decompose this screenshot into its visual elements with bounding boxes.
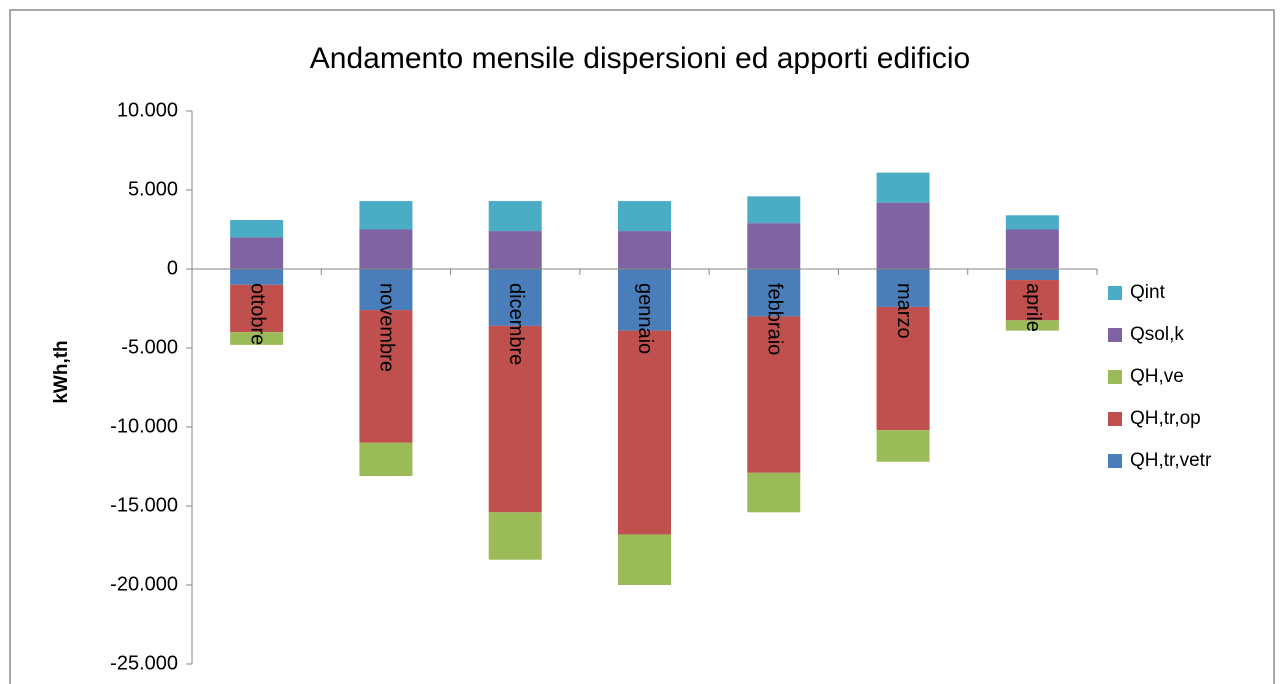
- legend-label: QH,tr,vetr: [1130, 450, 1212, 471]
- bar-segment: [1005, 320, 1059, 331]
- bar-segment: [488, 512, 542, 560]
- bar-segment: [617, 330, 672, 535]
- legend-swatch: [1108, 370, 1122, 384]
- x-tick-label: marzo: [893, 283, 915, 339]
- bar-segment: [617, 201, 672, 232]
- bar-segment: [359, 442, 413, 476]
- legend-label: QH,ve: [1130, 366, 1184, 387]
- bar-segment: [488, 231, 542, 269]
- bar-segment: [230, 237, 284, 269]
- bar-segment: [747, 269, 801, 317]
- bar-segment: [1005, 215, 1059, 230]
- y-tick-label: 0: [167, 257, 178, 279]
- bar-segment: [617, 231, 672, 269]
- legend-swatch: [1108, 412, 1122, 426]
- bar-segment: [1005, 269, 1059, 281]
- legend-swatch: [1108, 328, 1122, 342]
- bar-segment: [876, 172, 930, 203]
- bar-segment: [876, 202, 930, 269]
- bar-segment: [747, 223, 801, 269]
- legend-swatch: [1108, 454, 1122, 468]
- y-axis-title: kWh,th: [51, 340, 72, 403]
- bar-segment: [876, 306, 930, 431]
- y-tick-label: -20.000: [110, 573, 178, 595]
- bar-segment: [359, 269, 413, 311]
- y-tick-label: 5.000: [128, 178, 178, 200]
- legend-label: QH,tr,op: [1130, 408, 1201, 429]
- bar-segment: [617, 534, 672, 585]
- x-tick-label: ottobre: [246, 283, 268, 345]
- x-tick-label: febbraio: [764, 283, 786, 355]
- bar-segment: [747, 316, 801, 473]
- bar-segment: [747, 196, 801, 224]
- x-tick-label: dicembre: [505, 283, 527, 365]
- y-tick-label: -25.000: [110, 652, 178, 674]
- x-tick-label: novembre: [376, 283, 398, 372]
- bar-segment: [1005, 280, 1059, 321]
- y-tick-label: -15.000: [110, 494, 178, 516]
- bar-segment: [488, 325, 542, 513]
- bar-segment: [230, 332, 284, 345]
- bar-segment: [359, 201, 413, 230]
- bar-segment: [230, 284, 284, 333]
- bar-segment: [747, 472, 801, 513]
- legend-label: Qsol,k: [1130, 324, 1184, 345]
- bar-segment: [230, 269, 284, 285]
- bar-segment: [876, 269, 930, 307]
- y-tick-label: -5.000: [121, 336, 178, 358]
- y-tick-label: 10.000: [117, 99, 178, 121]
- bar-segment: [359, 229, 413, 269]
- bar-segment: [230, 220, 284, 238]
- x-tick-label: aprile: [1022, 283, 1044, 332]
- bar-segment: [1005, 229, 1059, 269]
- bar-segment: [617, 269, 672, 331]
- bar-segment: [876, 430, 930, 462]
- chart-title: Andamento mensile dispersioni ed apporti…: [310, 42, 970, 75]
- legend-label: Qint: [1130, 282, 1166, 303]
- bar-segment: [359, 310, 413, 443]
- y-tick-label: -10.000: [110, 415, 178, 437]
- legend-swatch: [1108, 286, 1122, 300]
- x-tick-label: gennaio: [634, 283, 656, 354]
- bar-segment: [488, 269, 542, 326]
- bar-segment: [488, 201, 542, 232]
